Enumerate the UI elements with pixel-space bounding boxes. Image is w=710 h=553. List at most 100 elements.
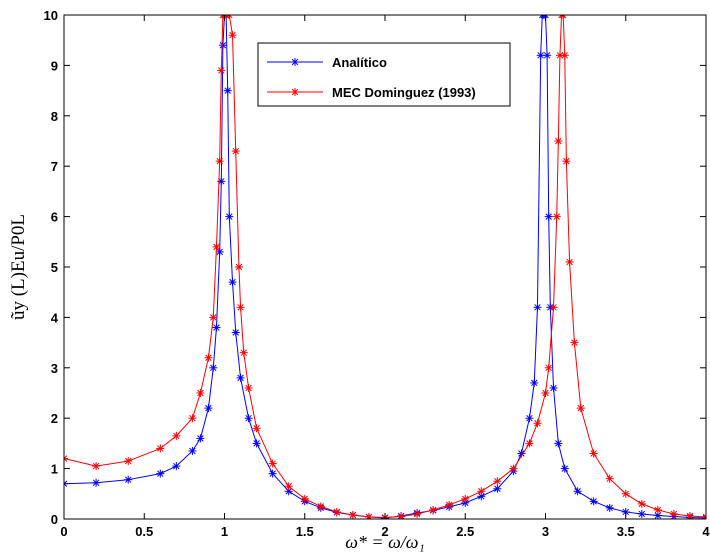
data-point [637, 509, 646, 518]
data-point [621, 489, 630, 498]
x-tick-label: 3 [542, 524, 549, 539]
y-tick-label: 5 [51, 260, 58, 275]
data-point [332, 507, 341, 516]
legend: Analítico MEC Dominguez (1993) [257, 42, 511, 107]
x-tick-label: 1 [221, 524, 228, 539]
data-point [562, 157, 571, 166]
data-point [239, 348, 248, 357]
data-point [348, 510, 357, 519]
x-axis-label: ω* = ω/ω₁ [345, 532, 425, 552]
x-tick-label: 3.5 [617, 524, 635, 539]
data-point [188, 414, 197, 423]
ticks-layer: 0 0.5 1 1.5 2 2.5 3 3.5 4 0 1 2 3 4 5 6 7 8 9 10 [44, 8, 710, 539]
data-point [554, 439, 563, 448]
data-point [252, 424, 261, 433]
data-point [669, 509, 678, 518]
x-tick-label: 2.5 [456, 524, 474, 539]
data-point [589, 497, 598, 506]
data-point [653, 505, 662, 514]
data-point [552, 212, 561, 221]
legend-label-mec: MEC Dominguez (1993) [332, 85, 476, 100]
data-point [560, 464, 569, 473]
data-point [637, 499, 646, 508]
data-point [215, 247, 224, 256]
data-point [196, 389, 205, 397]
data-point [461, 494, 470, 503]
data-point [413, 509, 422, 518]
data-point [225, 15, 234, 19]
data-point [397, 512, 406, 519]
data-point [234, 263, 243, 271]
data-point [204, 404, 213, 413]
data-point [605, 474, 614, 483]
data-point [172, 431, 181, 440]
legend-marker-mec [291, 88, 299, 96]
legend-marker-star [291, 88, 299, 96]
data-point [284, 487, 293, 496]
data-point [554, 137, 563, 145]
data-point [533, 419, 542, 428]
x-tick-label: 4 [702, 524, 710, 539]
data-point [589, 449, 598, 458]
data-point [124, 475, 133, 484]
data-point [236, 373, 245, 382]
data-point [92, 478, 101, 487]
data-point [544, 363, 553, 372]
legend-label-analitico: Analítico [332, 55, 387, 70]
y-tick-label: 10 [44, 8, 58, 23]
data-point [576, 404, 585, 413]
data-point [236, 303, 245, 312]
legend-marker-star [291, 58, 299, 66]
data-point [252, 439, 261, 448]
data-point [156, 444, 165, 453]
series-line [64, 15, 706, 518]
data-point [231, 328, 240, 337]
data-point [268, 469, 277, 478]
data-point [493, 484, 502, 493]
series-layer [64, 15, 706, 519]
legend-marker-analitico [291, 58, 299, 66]
data-point [284, 482, 293, 491]
data-point [231, 147, 240, 156]
data-point [316, 502, 325, 511]
data-point [268, 459, 277, 468]
data-point [555, 51, 564, 60]
data-point [228, 31, 237, 40]
data-point [541, 389, 550, 397]
x-tick-label: 1.5 [296, 524, 314, 539]
y-tick-label: 4 [51, 310, 59, 325]
data-point [244, 414, 253, 423]
y-tick-label: 7 [51, 159, 58, 174]
legend-box [257, 42, 511, 107]
data-point [570, 338, 579, 347]
data-point [64, 454, 68, 463]
data-point [560, 51, 569, 60]
data-point [530, 378, 539, 387]
data-point [228, 278, 237, 287]
data-point [244, 383, 253, 392]
data-point [364, 512, 373, 519]
data-point [544, 212, 553, 221]
data-point [525, 414, 534, 423]
data-point [188, 446, 197, 455]
data-point [477, 487, 486, 496]
data-point [212, 242, 221, 251]
data-point [605, 503, 614, 512]
data-point [702, 513, 706, 519]
x-tick-label: 0.5 [135, 524, 153, 539]
data-point [549, 303, 558, 312]
data-point [209, 363, 218, 372]
data-point [218, 41, 227, 50]
y-axis-label: ũy (L)Eu/P0L [8, 214, 29, 320]
data-point [573, 487, 582, 496]
data-point [509, 464, 518, 473]
data-point [64, 479, 68, 488]
data-point [543, 51, 552, 60]
y-tick-label: 3 [51, 361, 58, 376]
data-point [533, 303, 542, 312]
y-tick-label: 9 [51, 58, 58, 73]
data-point [215, 157, 224, 166]
data-point [225, 212, 234, 221]
data-point [429, 505, 438, 514]
